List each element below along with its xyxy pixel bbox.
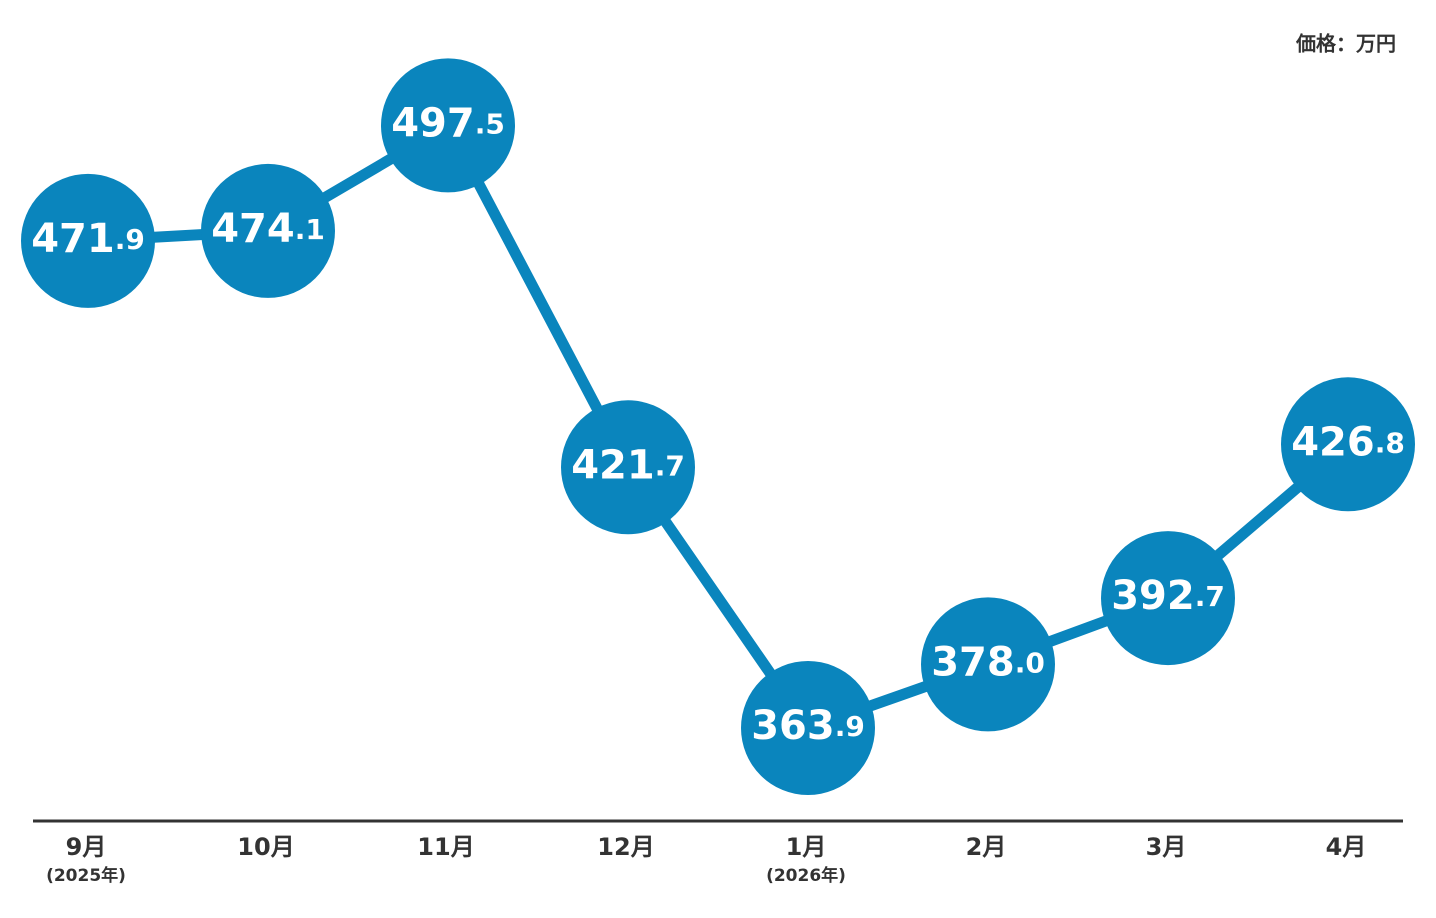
x-tick-note: (2026年) — [766, 865, 846, 886]
x-tick-label: 11月 — [417, 833, 474, 861]
x-tick-label: 1月 — [786, 833, 827, 861]
value-label: 392.7 — [1111, 573, 1225, 619]
point — [201, 163, 335, 298]
x-tick-note: (2025年) — [46, 865, 126, 886]
value-label: 497.5 — [391, 100, 505, 146]
x-tick-label: 9月 — [66, 833, 107, 861]
point — [921, 597, 1055, 732]
point — [1281, 377, 1415, 512]
x-tick-label: 2月 — [966, 833, 1007, 861]
x-tick-label: 3月 — [1146, 833, 1187, 861]
point — [21, 173, 155, 308]
point — [741, 660, 875, 795]
x-tick-label: 10月 — [237, 833, 294, 861]
value-label: 421.7 — [571, 442, 685, 488]
value-label: 363.9 — [751, 703, 865, 749]
value-label: 474.1 — [211, 206, 325, 252]
point — [1101, 531, 1235, 666]
unit-label: 価格：万円 — [1295, 32, 1396, 56]
x-tick-label: 4月 — [1326, 833, 1367, 861]
value-label: 471.9 — [31, 216, 145, 262]
x-tick-label: 12月 — [597, 833, 654, 861]
value-label: 378.0 — [931, 639, 1045, 685]
point — [381, 58, 515, 193]
point — [561, 400, 695, 535]
value-label: 426.8 — [1291, 419, 1405, 465]
